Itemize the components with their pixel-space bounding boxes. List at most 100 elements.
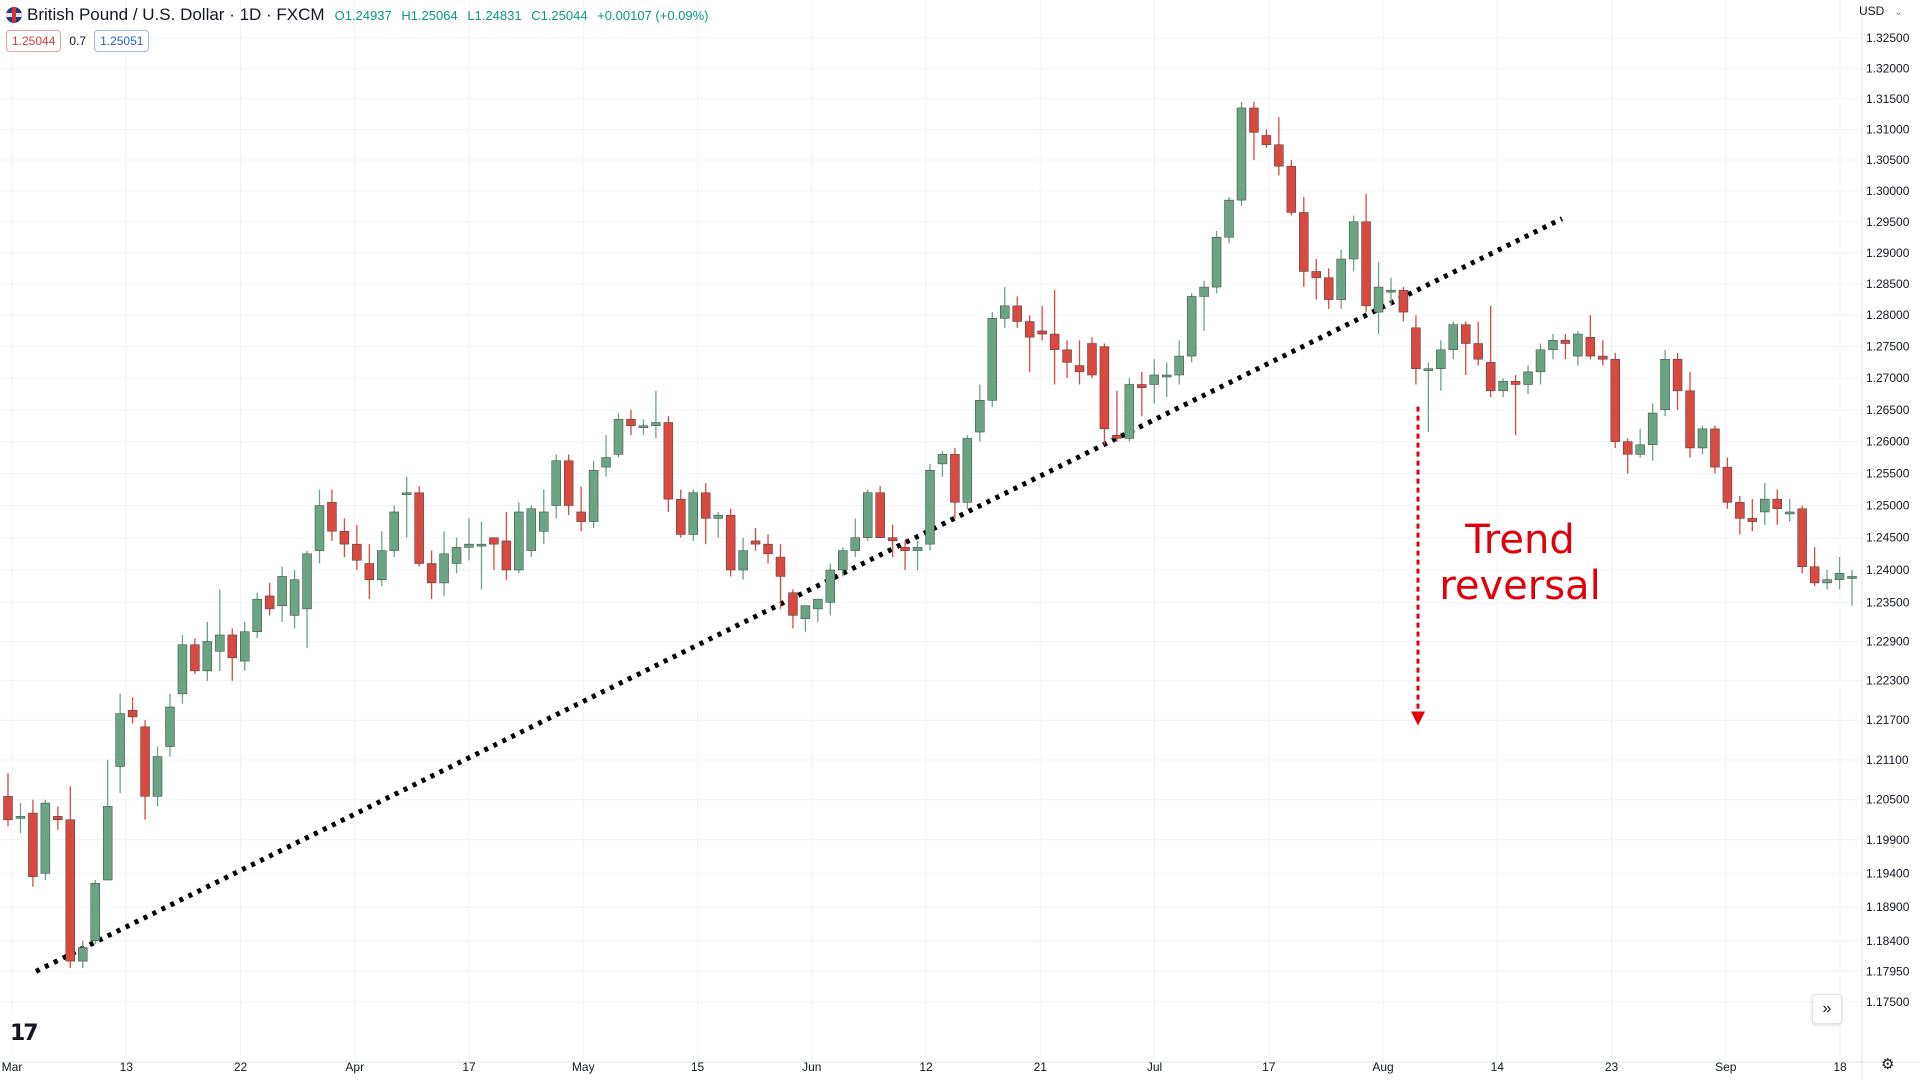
- candle: [1112, 390, 1122, 442]
- candle-body: [165, 706, 175, 747]
- candle: [1760, 483, 1770, 525]
- candle-body: [1373, 286, 1384, 313]
- candle: [601, 435, 611, 477]
- spread-value: 0.7: [69, 34, 87, 48]
- time-tick-label: Jul: [1147, 1060, 1162, 1074]
- candle: [1510, 375, 1521, 436]
- candle-body: [875, 492, 885, 538]
- annotation-line-1: Trend: [1465, 517, 1575, 563]
- reversal-arrow-head: [1411, 711, 1425, 726]
- candle-body: [813, 598, 823, 610]
- candle: [862, 489, 873, 541]
- candle-body: [713, 514, 723, 519]
- candle-body: [302, 553, 312, 610]
- candle: [1498, 378, 1508, 398]
- tradingview-logo[interactable]: 17: [10, 1021, 39, 1046]
- time-tick-label: 23: [1605, 1060, 1619, 1074]
- symbol-legend[interactable]: British Pound / U.S. Dollar · 1D · FXCM …: [6, 4, 715, 26]
- price-tick-label: 1.24500: [1866, 531, 1910, 545]
- candle-body: [800, 605, 811, 619]
- candle-body: [1598, 355, 1608, 360]
- candle: [239, 621, 250, 671]
- candle-body: [289, 579, 300, 616]
- candle: [526, 505, 537, 558]
- time-tick-label: 15: [691, 1060, 705, 1074]
- candle: [514, 502, 524, 574]
- candle-body: [1473, 343, 1483, 360]
- candle: [1585, 315, 1596, 360]
- price-tick-label: 1.29500: [1866, 215, 1910, 229]
- settings-gear-icon[interactable]: ⚙: [1881, 1056, 1895, 1073]
- candle-body: [551, 460, 561, 506]
- candle-body: [1747, 518, 1758, 522]
- candle: [1535, 343, 1546, 385]
- candle: [613, 412, 624, 458]
- candle-body: [838, 550, 848, 571]
- price-tick-label: 1.17500: [1866, 995, 1910, 1009]
- candle: [1336, 249, 1346, 309]
- currency-selector[interactable]: USD ⌄: [1859, 4, 1903, 18]
- candle-body: [1523, 371, 1533, 385]
- candle-body: [177, 644, 188, 695]
- candle: [277, 566, 287, 622]
- candle-body: [426, 563, 437, 584]
- candle-body: [1423, 368, 1434, 371]
- candle-body: [1299, 212, 1309, 272]
- candle-body: [1573, 333, 1583, 357]
- candle: [115, 693, 125, 794]
- candle-body: [1311, 271, 1321, 278]
- price-tick-label: 1.27000: [1866, 371, 1910, 385]
- candle-body: [1660, 358, 1670, 411]
- candle: [1710, 425, 1720, 474]
- candle: [1161, 362, 1172, 398]
- candle: [1149, 359, 1160, 404]
- candle-body: [563, 460, 574, 506]
- candle-body: [364, 563, 375, 580]
- candle-body: [950, 454, 960, 503]
- candle: [1423, 362, 1434, 433]
- price-tick-label: 1.28000: [1866, 308, 1910, 322]
- candle-body: [1510, 381, 1521, 385]
- candle: [626, 409, 636, 436]
- price-tick-label: 1.32500: [1866, 31, 1910, 45]
- candle: [663, 416, 674, 512]
- candle-body: [1199, 286, 1209, 297]
- candle-body: [688, 492, 699, 535]
- trend-reversal-annotation: Trend reversal: [1420, 517, 1620, 609]
- candle: [65, 786, 76, 968]
- reversal-arrow-layer: [1411, 406, 1425, 726]
- candle: [476, 521, 487, 590]
- time-tick-label: 12: [919, 1060, 933, 1074]
- candle: [850, 518, 860, 558]
- time-tick-label: May: [572, 1060, 595, 1074]
- candle-body: [1012, 305, 1022, 322]
- candles: [3, 101, 1857, 968]
- scroll-to-realtime-button[interactable]: »: [1812, 994, 1842, 1024]
- candle: [1211, 231, 1222, 294]
- currency-label: USD: [1859, 4, 1885, 18]
- price-tick-label: 1.30500: [1866, 153, 1910, 167]
- low-value: L1.24831: [467, 7, 522, 23]
- buy-price-button[interactable]: 1.25051: [94, 30, 150, 52]
- candle-body: [887, 537, 898, 542]
- candle: [314, 489, 325, 564]
- candle: [1672, 352, 1683, 410]
- candle-body: [339, 530, 350, 545]
- candle: [252, 592, 262, 639]
- candle: [825, 563, 836, 616]
- sell-price-button[interactable]: 1.25044: [6, 30, 62, 52]
- price-axis: 1.32500 1.32000 1.31500 1.31000 1.30500 1.300…: [1861, 0, 1910, 1080]
- price-tick-label: 1.27500: [1866, 340, 1910, 354]
- candle: [875, 486, 885, 538]
- candle: [15, 803, 26, 834]
- trendline[interactable]: [34, 216, 1564, 974]
- candle: [713, 511, 723, 538]
- candle-body: [127, 710, 138, 718]
- candle: [962, 435, 973, 509]
- close-value: C1.25044: [531, 7, 588, 23]
- candle: [377, 531, 387, 587]
- price-tick-label: 1.31500: [1866, 92, 1910, 106]
- candle-body: [252, 598, 262, 632]
- candle: [102, 759, 113, 881]
